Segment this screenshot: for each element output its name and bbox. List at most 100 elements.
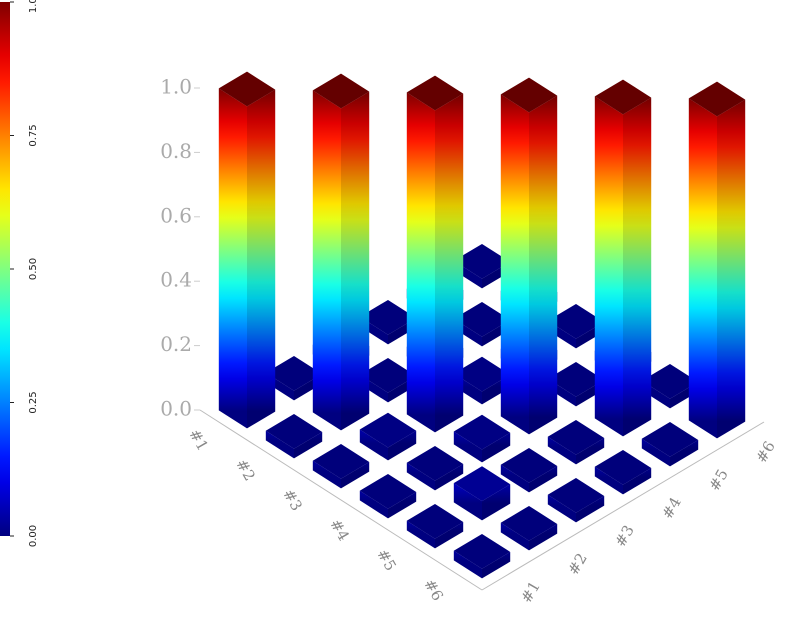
bar-top: [547, 361, 605, 397]
bar-shade: [435, 93, 464, 433]
colorbar-tick-label: 0.00: [28, 525, 39, 547]
bar-face: [294, 431, 323, 459]
bar-shade: [529, 523, 558, 551]
bar: [359, 473, 417, 519]
bar-top: [359, 412, 417, 448]
bar-face: [717, 99, 746, 439]
bar-shade: [247, 89, 276, 429]
bar-shade: [529, 465, 558, 493]
y-tick-label: #5: [705, 466, 732, 494]
bar-face: [359, 490, 388, 519]
bar-shade: [576, 495, 605, 523]
bar-shade: [641, 421, 699, 457]
bar-shade: [453, 414, 511, 450]
y-tick-label: #2: [564, 550, 591, 578]
bar-face: [529, 95, 558, 435]
bar-shade: [482, 484, 511, 521]
bar-face: [406, 92, 435, 433]
x-tick-label: #5: [373, 546, 400, 574]
bar-face: [576, 495, 605, 523]
bar: [500, 505, 558, 551]
bar-shade: [623, 97, 652, 437]
x-tick-label: #2: [232, 456, 259, 484]
bar-face: [482, 484, 511, 521]
bar-shade: [500, 505, 558, 541]
bar-face: [623, 467, 652, 495]
bar-shade: [406, 503, 464, 539]
bar-shade: [453, 356, 511, 392]
bar: [547, 361, 605, 407]
bar-face: [453, 431, 482, 463]
bar-shade: [717, 99, 746, 439]
z-tick-label: 0.0: [160, 397, 192, 421]
x-tick-label: #1: [185, 426, 212, 454]
bar-top: [218, 71, 276, 107]
bar: [359, 357, 417, 403]
bar-face: [388, 430, 417, 461]
bar-shade: [294, 431, 323, 459]
bar-face: [576, 437, 605, 465]
z-tick-label: 0.6: [160, 203, 192, 227]
bar-shade: [688, 81, 746, 117]
bar: [688, 81, 746, 439]
bar: [594, 449, 652, 495]
colorbar-tick-label: 1.00: [28, 0, 39, 13]
bar: [265, 355, 323, 401]
bar-face: [341, 91, 370, 431]
bar-face: [359, 429, 388, 461]
bar-face: [218, 88, 247, 429]
bar: [406, 503, 464, 549]
bar-shade: [547, 361, 605, 397]
bar: [312, 443, 370, 489]
bar-top: [265, 413, 323, 449]
bar-shade: [670, 439, 699, 467]
bar-shade: [453, 243, 511, 279]
bar-shade: [359, 412, 417, 448]
bar: [265, 413, 323, 459]
bar-top: [500, 77, 558, 113]
bar-face: [435, 93, 464, 433]
bar-face: [435, 521, 464, 549]
bar-top: [453, 243, 511, 279]
bar-face: [623, 97, 652, 437]
bar: [218, 71, 276, 429]
bar-top: [453, 301, 511, 337]
bar-shade: [576, 437, 605, 465]
bar-shade: [341, 461, 370, 489]
x-tick-label: #4: [326, 516, 353, 544]
bar-face: [406, 462, 435, 491]
bar-top: [500, 447, 558, 483]
bar-top: [265, 355, 323, 391]
colorbar-tick-label: 0.50: [28, 258, 39, 280]
bar: [406, 445, 464, 491]
bar-face: [688, 98, 717, 439]
bar-top: [500, 505, 558, 541]
bar-shade: [547, 419, 605, 455]
bar-face: [265, 430, 294, 459]
x-tick-label: #6: [420, 576, 447, 604]
bar-shade: [547, 303, 605, 339]
bar-top: [688, 81, 746, 117]
bar-shade: [406, 445, 464, 481]
bar-top: [406, 445, 464, 481]
bar-face: [529, 523, 558, 551]
bar-face: [641, 438, 670, 467]
bar: [312, 73, 370, 431]
bar-shade: [359, 357, 417, 393]
bar-face: [482, 551, 511, 579]
bar-top: [359, 473, 417, 509]
bar: [547, 477, 605, 523]
bar-top: [453, 466, 511, 502]
bar-face: [500, 522, 529, 551]
bar-shade: [453, 301, 511, 337]
bar-face: [453, 550, 482, 579]
bar-face: [547, 494, 576, 523]
z-tick-label: 0.2: [160, 332, 192, 356]
bar-face: [482, 432, 511, 463]
bar-face: [547, 436, 576, 465]
colorbar-tick-label: 0.75: [28, 124, 39, 146]
bar-top: [547, 303, 605, 339]
bar-face: [500, 94, 529, 435]
bar-face: [594, 96, 623, 437]
bar-top: [547, 419, 605, 455]
